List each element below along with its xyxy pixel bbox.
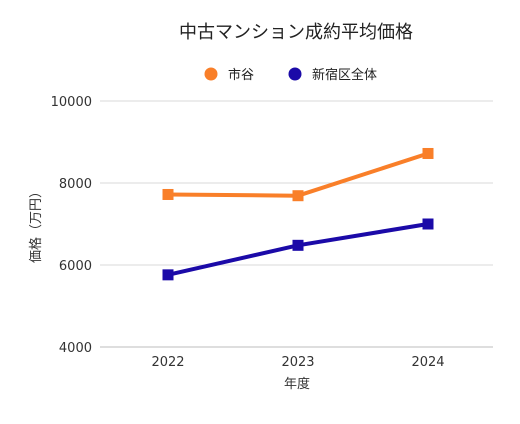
data-point bbox=[422, 147, 434, 159]
series-layer bbox=[162, 147, 434, 281]
x-axis-label: 年度 bbox=[284, 376, 310, 392]
data-point bbox=[292, 190, 304, 202]
legend-label: 新宿区全体 bbox=[312, 67, 377, 83]
y-tick-label: 6000 bbox=[59, 259, 92, 274]
x-tick-label: 2022 bbox=[151, 355, 184, 370]
y-tick-label: 10000 bbox=[51, 95, 92, 110]
legend-marker bbox=[204, 67, 218, 81]
y-axis-ticks: 4000 6000 8000 10000 bbox=[51, 95, 92, 356]
data-point bbox=[422, 218, 434, 230]
y-tick-label: 4000 bbox=[59, 341, 92, 356]
chart-title: 中古マンション成約平均価格 bbox=[179, 22, 413, 43]
x-axis-ticks: 2022 2023 2024 bbox=[151, 355, 444, 370]
legend: 市谷 新宿区全体 bbox=[204, 67, 377, 83]
y-axis-label: 価格（万円） bbox=[28, 185, 44, 263]
legend-marker bbox=[288, 67, 302, 81]
y-tick-label: 8000 bbox=[59, 177, 92, 192]
legend-label: 市谷 bbox=[228, 67, 254, 83]
series-line bbox=[167, 151, 429, 198]
gridlines bbox=[100, 100, 493, 348]
data-point bbox=[292, 239, 304, 251]
data-point bbox=[162, 188, 174, 200]
x-tick-label: 2024 bbox=[411, 355, 444, 370]
data-point bbox=[162, 269, 174, 281]
x-tick-label: 2023 bbox=[281, 355, 314, 370]
